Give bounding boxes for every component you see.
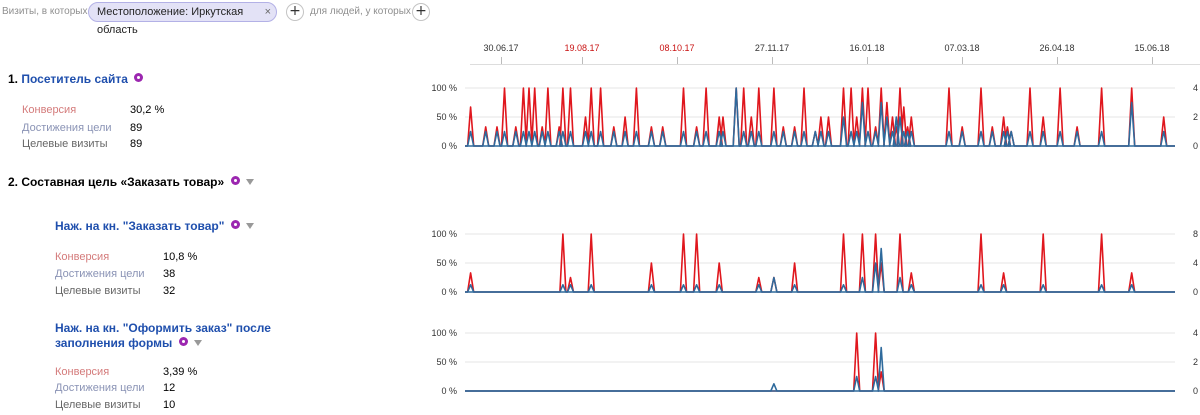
- conversion-metric: Конверсия 30,2 %: [22, 104, 164, 116]
- goal-1-chart: 100 % 50 % 0 % 4 2 0: [431, 83, 1198, 151]
- goal-badge-icon: [230, 176, 240, 185]
- y-left-tick-label: 0 %: [441, 386, 457, 396]
- timeline-tick: [677, 57, 678, 64]
- location-filter-chip[interactable]: Местоположение: Иркутская область ×: [88, 2, 277, 36]
- metric-label: Целевые визиты: [55, 399, 141, 411]
- goal-link-line2[interactable]: заполнения формы: [55, 336, 173, 350]
- step-1-chart: 100 % 50 % 0 % 8 4 0: [431, 229, 1198, 297]
- y-left-tick-label: 100 %: [431, 83, 457, 93]
- metric-value: 89: [130, 138, 143, 150]
- timeline-label: 27.11.17: [754, 43, 790, 53]
- timeline-label: 19.08.17: [564, 43, 600, 53]
- target-visits-metric: Целевые визиты 10: [55, 399, 175, 411]
- y-left-tick-label: 50 %: [436, 357, 457, 367]
- timeline-tick: [501, 57, 502, 64]
- metric-label: Конверсия: [55, 251, 110, 263]
- step-1-title: Наж. на кн. "Заказать товар": [55, 219, 255, 233]
- timeline-label: 26.04.18: [1039, 43, 1075, 53]
- timeline-tick: [867, 57, 868, 64]
- goal-reaches-metric: Достижения цели 12: [55, 382, 175, 394]
- y-left-tick-label: 100 %: [431, 229, 457, 239]
- y-right-tick-label: 0: [1193, 287, 1198, 297]
- timeline-tick: [1152, 57, 1153, 64]
- goal-1-title: 1. Посетитель сайта: [8, 72, 144, 86]
- y-right-tick-label: 0: [1193, 141, 1198, 151]
- location-filter-chip-label: Местоположение: Иркутская область: [97, 6, 244, 36]
- add-visit-condition-button[interactable]: +: [286, 3, 304, 21]
- metric-value: 89: [130, 122, 143, 134]
- filter-icon[interactable]: [246, 223, 255, 229]
- goal-link[interactable]: Посетитель сайта: [21, 72, 128, 86]
- y-right-tick-label: 4: [1193, 83, 1198, 93]
- timeline-tick: [772, 57, 773, 64]
- y-right-tick-label: 0: [1193, 386, 1198, 396]
- filter-prefix-text: Визиты, в которых: [2, 6, 88, 17]
- metric-label: Достижения цели: [55, 268, 145, 280]
- timeline-tick: [962, 57, 963, 64]
- timeline-label: 07.03.18: [944, 43, 980, 53]
- goal-badge-icon: [230, 220, 240, 229]
- filter-middle-text: для людей, у которых: [310, 6, 411, 17]
- target-visits-metric: Целевые визиты 32: [55, 285, 175, 297]
- metric-label: Конверсия: [22, 104, 77, 116]
- y-left-tick-label: 100 %: [431, 328, 457, 338]
- conversion-metric: Конверсия 3,39 %: [55, 366, 197, 378]
- visits-series-line: [465, 87, 1175, 147]
- composite-goal-title: Составная цель «Заказать товар»: [21, 175, 225, 189]
- metric-value: 10,8 %: [163, 251, 198, 263]
- metric-label: Целевые визиты: [22, 138, 108, 150]
- y-right-tick-label: 2: [1193, 112, 1198, 122]
- metric-label: Целевые визиты: [55, 285, 141, 297]
- metric-label: Конверсия: [55, 366, 110, 378]
- y-right-tick-label: 4: [1193, 328, 1198, 338]
- metric-value: 12: [163, 382, 176, 394]
- metric-label: Достижения цели: [22, 122, 112, 134]
- target-visits-metric: Целевые визиты 89: [22, 138, 142, 150]
- add-user-condition-button[interactable]: +: [412, 3, 430, 21]
- step-2-title: Наж. на кн. "Оформить заказ" после запол…: [55, 321, 271, 351]
- y-left-tick-label: 0 %: [441, 141, 457, 151]
- timeline-label: 16.01.18: [849, 43, 885, 53]
- metric-label: Достижения цели: [55, 382, 145, 394]
- timeline-tick: [582, 57, 583, 64]
- visits-series-line: [465, 346, 1175, 392]
- y-right-tick-label: 8: [1193, 229, 1198, 239]
- visits-series-line: [465, 247, 1175, 293]
- y-right-tick-label: 4: [1193, 258, 1198, 268]
- conversion-metric: Конверсия 10,8 %: [55, 251, 197, 263]
- goal-reaches-metric: Достижения цели 38: [55, 268, 175, 280]
- metric-value: 10: [163, 399, 176, 411]
- y-left-tick-label: 0 %: [441, 287, 457, 297]
- goal-badge-icon: [134, 73, 144, 82]
- goal-link[interactable]: Наж. на кн. "Заказать товар": [55, 219, 225, 233]
- timeline-tick: [1057, 57, 1058, 64]
- metric-value: 3,39 %: [163, 366, 198, 378]
- goal-2-title: 2. Составная цель «Заказать товар»: [8, 175, 254, 189]
- step-2-chart: 100 % 50 % 0 % 4 2 0: [431, 328, 1198, 396]
- timeline-label: 30.06.17: [483, 43, 519, 53]
- metric-value: 38: [163, 268, 176, 280]
- y-left-tick-label: 50 %: [436, 258, 457, 268]
- goal-badge-icon: [178, 337, 188, 346]
- goal-number: 2.: [8, 175, 19, 189]
- timeline-label: 08.10.17: [659, 43, 695, 53]
- metric-value: 32: [163, 285, 176, 297]
- y-right-tick-label: 2: [1193, 357, 1198, 367]
- timeline-label: 15.06.18: [1134, 43, 1170, 53]
- filter-icon[interactable]: [193, 340, 202, 346]
- conversion-series-line: [465, 332, 1175, 392]
- filter-icon[interactable]: [245, 179, 254, 185]
- date-timeline: 30.06.17 19.08.17 08.10.17 27.11.17 16.0…: [0, 26, 1200, 66]
- y-left-tick-label: 50 %: [436, 112, 457, 122]
- segment-filter-bar: Визиты, в которых Местоположение: Иркутс…: [0, 0, 1200, 36]
- goal-number: 1.: [8, 72, 19, 86]
- close-icon[interactable]: ×: [264, 6, 271, 18]
- goal-reaches-metric: Достижения цели 89: [22, 122, 142, 134]
- timeline-axis-line: [470, 64, 1200, 65]
- goal-link[interactable]: Наж. на кн. "Оформить заказ" после: [55, 321, 271, 335]
- metric-value: 30,2 %: [130, 104, 165, 116]
